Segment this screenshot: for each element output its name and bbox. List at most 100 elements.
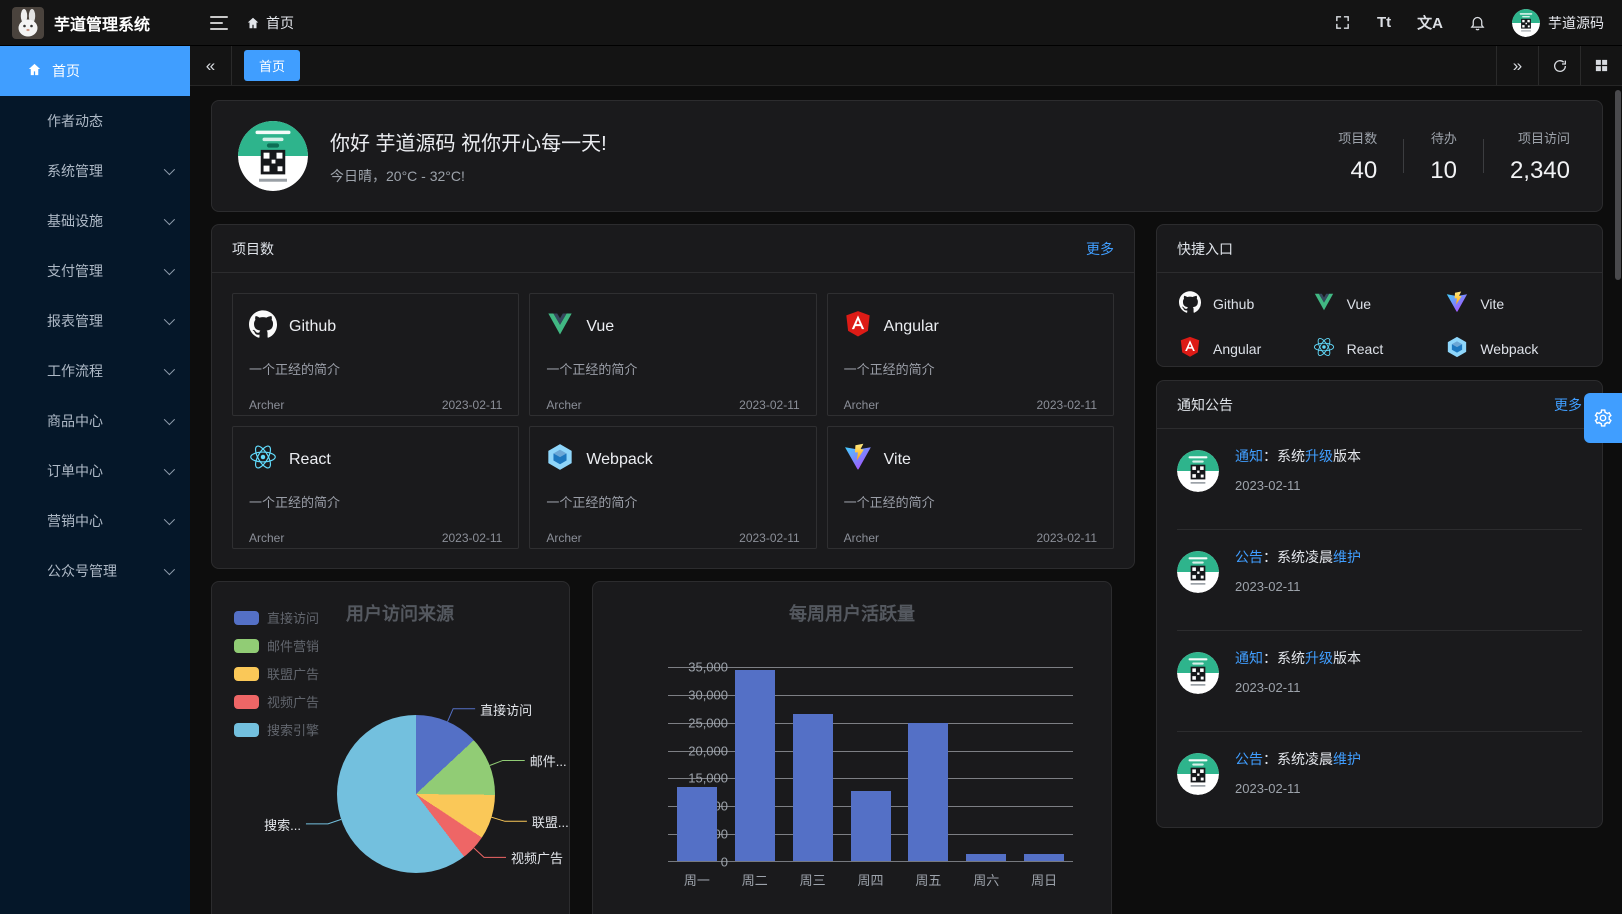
user-menu[interactable]: 芋道源码 <box>1512 8 1604 37</box>
breadcrumb-item-home[interactable]: 首页 <box>266 14 294 31</box>
layout-grid-icon[interactable] <box>1580 46 1622 85</box>
bar-series <box>668 667 1073 861</box>
sidebar-item-营销中心[interactable]: 营销中心 <box>0 496 190 546</box>
project-tile-Angular[interactable]: Angular 一个正经的简介 Archer 2023-02-11 <box>826 293 1114 416</box>
quick-entry-Angular[interactable]: Angular <box>1179 336 1313 361</box>
notice-item[interactable]: 通知：系统升级版本 2023-02-11 <box>1157 429 1602 529</box>
project-tile-React[interactable]: React 一个正经的简介 Archer 2023-02-11 <box>232 426 520 549</box>
notice-date: 2023-02-11 <box>1235 579 1301 594</box>
legend-item-联盟广告[interactable]: 联盟广告 <box>234 664 319 683</box>
project-desc: 一个正经的简介 <box>546 495 638 510</box>
welcome-title: 你好 芋道源码 祝你开心每一天! <box>330 132 607 155</box>
gridline <box>668 750 1073 752</box>
projects-more-link[interactable]: 更多 <box>1086 240 1114 257</box>
project-name: Angular <box>883 317 939 335</box>
pie-slice-label: 联盟... <box>531 815 569 831</box>
notice-title[interactable]: 通知：系统升级版本 <box>1235 650 1361 666</box>
welcome-stats: 项目数 40 待办 10 项目访问 2,340 <box>1312 128 1574 185</box>
project-tile-Webpack[interactable]: Webpack 一个正经的简介 Archer 2023-02-11 <box>529 426 817 549</box>
project-desc: 一个正经的简介 <box>546 362 638 377</box>
project-desc: 一个正经的简介 <box>249 495 341 510</box>
welcome-texts: 你好 芋道源码 祝你开心每一天! 今日晴，20°C - 32°C! <box>330 127 607 186</box>
sidebar-item-label: 作者动态 <box>47 113 103 129</box>
quick-entry-React[interactable]: React <box>1313 336 1447 361</box>
bar <box>676 786 717 861</box>
sidebar-item-报表管理[interactable]: 报表管理 <box>0 296 190 346</box>
sidebar-item-公众号管理[interactable]: 公众号管理 <box>0 546 190 596</box>
legend-item-搜索引擎[interactable]: 搜索引擎 <box>234 720 319 739</box>
stat-项目访问: 项目访问 2,340 <box>1484 128 1574 185</box>
project-author: Archer <box>249 531 285 545</box>
language-icon[interactable]: 文A <box>1417 15 1443 32</box>
project-tile-Vue[interactable]: Vue 一个正经的简介 Archer 2023-02-11 <box>529 293 817 416</box>
sidebar-item-label: 首页 <box>52 63 80 79</box>
gear-icon <box>1594 409 1612 427</box>
sidebar-item-label: 基础设施 <box>47 213 103 229</box>
notice-item[interactable]: 公告：系统凌晨维护 2023-02-11 <box>1157 530 1602 630</box>
project-tile-Vite[interactable]: Vite 一个正经的简介 Archer 2023-02-11 <box>826 426 1114 549</box>
project-desc: 一个正经的简介 <box>843 495 935 510</box>
quick-entry-Github[interactable]: Github <box>1179 291 1313 316</box>
x-axis-category-label: 周六 <box>973 873 1000 888</box>
font-size-icon[interactable]: Tt <box>1376 14 1392 31</box>
x-axis-category-label: 周四 <box>857 873 884 888</box>
quick-entry-card: 快捷入口 Github Vue Vite Angular React Webpack <box>1156 224 1603 367</box>
gridline <box>668 667 1073 668</box>
bar <box>908 723 949 861</box>
x-axis-category-label: 周一 <box>683 873 710 888</box>
quick-entry-Vue[interactable]: Vue <box>1313 291 1447 316</box>
scrollbar-thumb[interactable] <box>1615 90 1621 280</box>
notification-bell-icon[interactable] <box>1469 14 1486 31</box>
tab-home[interactable]: 首页 <box>244 50 301 81</box>
tabs-scroll-left-icon[interactable]: « <box>190 46 232 85</box>
sidebar-item-支付管理[interactable]: 支付管理 <box>0 246 190 296</box>
fullscreen-icon[interactable] <box>1334 14 1351 31</box>
notice-more-link[interactable]: 更多 <box>1554 396 1582 413</box>
chevron-down-icon <box>163 163 176 176</box>
sidebar-item-作者动态[interactable]: 作者动态 <box>0 96 190 146</box>
sidebar-item-工作流程[interactable]: 工作流程 <box>0 346 190 396</box>
github-icon <box>1179 291 1202 316</box>
refresh-icon[interactable] <box>1538 46 1580 85</box>
sidebar-item-商品中心[interactable]: 商品中心 <box>0 396 190 446</box>
stat-label: 项目数 <box>1338 130 1378 146</box>
project-tile-Github[interactable]: Github 一个正经的简介 Archer 2023-02-11 <box>232 293 520 416</box>
legend-item-直接访问[interactable]: 直接访问 <box>234 608 319 627</box>
tabs-scroll-right-icon[interactable]: » <box>1496 46 1538 85</box>
legend-item-邮件营销[interactable]: 邮件营销 <box>234 636 319 655</box>
sidebar-item-订单中心[interactable]: 订单中心 <box>0 446 190 496</box>
pie-disc <box>337 715 495 873</box>
sidebar-item-首页[interactable]: 首页 <box>0 46 190 96</box>
notice-qr-avatar <box>1177 652 1219 694</box>
notice-qr-avatar <box>1177 753 1219 795</box>
x-axis-category-label: 周五 <box>915 873 942 888</box>
notice-title[interactable]: 公告：系统凌晨维护 <box>1235 549 1361 565</box>
notice-item[interactable]: 通知：系统升级版本 2023-02-11 <box>1157 631 1602 731</box>
notice-item[interactable]: 公告：系统凌晨维护 2023-02-11 <box>1157 732 1602 832</box>
content-scrollbar[interactable] <box>1615 90 1621 910</box>
quick-entry-Webpack[interactable]: Webpack <box>1446 336 1580 361</box>
project-author: Archer <box>546 398 582 412</box>
notice-title[interactable]: 公告：系统凌晨维护 <box>1235 751 1361 767</box>
bar-plot-area: 05,00010,00015,00020,00025,00030,00035,0… <box>668 660 1073 870</box>
theme-settings-button[interactable] <box>1584 393 1622 443</box>
notice-card-title: 通知公告 <box>1177 396 1233 413</box>
notice-title[interactable]: 通知：系统升级版本 <box>1235 448 1361 464</box>
legend-label: 视频广告 <box>267 695 320 710</box>
legend-swatch <box>234 722 259 737</box>
pie-slice-label: 直接访问 <box>480 702 533 718</box>
sidebar-collapse-icon[interactable] <box>210 15 228 30</box>
pie-chart-title: 用户访问来源 <box>346 604 454 624</box>
quick-entry-title: 快捷入口 <box>1177 240 1233 257</box>
stat-value: 40 <box>1350 156 1378 184</box>
notice-divider <box>1177 630 1582 631</box>
legend-item-视频广告[interactable]: 视频广告 <box>234 692 319 711</box>
sidebar-item-基础设施[interactable]: 基础设施 <box>0 196 190 246</box>
sidebar-item-系统管理[interactable]: 系统管理 <box>0 146 190 196</box>
quick-entry-Vite[interactable]: Vite <box>1446 291 1580 316</box>
chevron-down-icon <box>163 213 176 226</box>
quick-entry-label: Vite <box>1480 295 1505 312</box>
pie-leader-line <box>491 816 527 822</box>
bar-slot <box>957 853 1015 861</box>
breadcrumb[interactable]: 首页 <box>246 13 294 33</box>
